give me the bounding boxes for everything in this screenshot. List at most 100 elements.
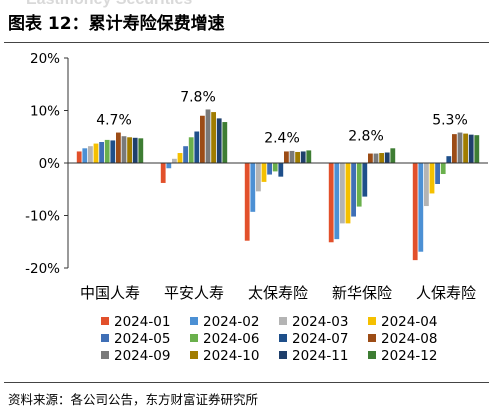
bar	[166, 163, 172, 169]
legend-swatch	[190, 334, 198, 342]
legend-swatch	[101, 334, 109, 342]
bar	[452, 134, 457, 164]
bar	[457, 132, 463, 163]
legend-label: 2024-04	[381, 314, 437, 330]
data-label: 2.4%	[264, 130, 300, 146]
legend-label: 2024-08	[381, 331, 437, 347]
bar	[379, 153, 384, 163]
bar	[440, 163, 446, 175]
bar	[289, 150, 295, 163]
bar	[474, 135, 480, 163]
bar	[110, 140, 116, 163]
x-tick-label: 太保寿险	[248, 284, 308, 302]
legend-label: 2024-06	[203, 331, 259, 347]
bar	[216, 118, 222, 164]
bar	[261, 163, 267, 182]
bar	[99, 142, 104, 163]
bar	[183, 146, 188, 163]
chart-grid	[64, 57, 69, 269]
bar	[345, 163, 351, 224]
page-title: 图表 12：累计寿险保费增速	[8, 14, 225, 34]
bar	[446, 156, 452, 163]
bar	[116, 132, 121, 163]
bar	[468, 134, 474, 163]
y-tick-label: 0%	[39, 156, 61, 172]
bar	[340, 163, 345, 224]
bar	[82, 148, 88, 163]
source-note: 资料来源：各公司公告，东方财富证券研究所	[8, 392, 259, 407]
bar	[356, 163, 362, 207]
legend-swatch	[101, 351, 109, 359]
legend-label: 2024-05	[114, 331, 170, 347]
bar	[362, 163, 368, 197]
bar	[463, 133, 468, 163]
bar	[373, 153, 379, 163]
legend-swatch	[101, 317, 109, 325]
x-axis-labels: 中国人寿 平安人寿 太保寿险 新华保险 人保寿险	[80, 284, 476, 302]
bar	[200, 115, 205, 163]
bar	[351, 163, 356, 217]
y-tick-label: 20%	[30, 51, 60, 67]
bar	[368, 153, 373, 163]
legend-swatch	[368, 317, 376, 325]
legend-label: 2024-12	[381, 348, 437, 364]
bar	[244, 163, 250, 241]
bar	[76, 151, 82, 163]
bar	[390, 148, 396, 163]
bar	[104, 139, 110, 163]
legend-label: 2024-11	[292, 348, 348, 364]
bar	[418, 163, 424, 252]
bar	[177, 153, 183, 163]
x-tick-label: 平安人寿	[164, 284, 224, 302]
bar	[194, 131, 200, 163]
x-tick-label: 中国人寿	[80, 284, 140, 302]
bar	[384, 152, 390, 163]
growth-bar-chart: 20% 10% 0% -10% -20% 中国人寿 平安人寿 太保寿险 新华保险 人保寿险 4.…	[25, 51, 488, 364]
bar	[160, 163, 166, 183]
bar	[334, 163, 340, 240]
x-tick-label: 新华保险	[332, 284, 392, 302]
bar	[328, 163, 334, 243]
bar	[284, 151, 289, 163]
data-label: 7.8%	[180, 89, 216, 105]
bar	[205, 109, 211, 163]
bar	[278, 163, 284, 177]
bar	[272, 163, 278, 172]
x-tick-label: 人保寿险	[416, 284, 476, 302]
legend-swatch	[368, 351, 376, 359]
y-tick-label: 10%	[30, 104, 60, 120]
bar	[256, 163, 261, 192]
legend-label: 2024-01	[114, 314, 170, 330]
legend-swatch	[279, 317, 287, 325]
bar	[424, 163, 429, 207]
bar	[412, 163, 418, 261]
data-annotations: 4.7% 7.8% 2.4% 2.8% 5.3%	[96, 89, 468, 146]
title-divider	[4, 42, 489, 43]
bar	[127, 137, 132, 163]
legend-swatch	[190, 351, 198, 359]
bar	[222, 122, 228, 163]
bar	[429, 163, 435, 194]
y-tick-label: -20%	[25, 261, 60, 277]
bar	[121, 136, 127, 163]
legend-label: 2024-02	[203, 314, 259, 330]
bar	[172, 158, 177, 163]
watermark: Eastmoney Securities	[26, 0, 192, 9]
bar	[250, 163, 256, 212]
data-label: 5.3%	[432, 113, 468, 129]
legend-swatch	[279, 351, 287, 359]
legend-swatch	[190, 317, 198, 325]
bar-series-group	[68, 109, 488, 261]
bar	[188, 137, 194, 163]
legend-swatch	[279, 334, 287, 342]
bar	[267, 163, 272, 175]
y-axis: 20% 10% 0% -10% -20%	[25, 51, 60, 277]
bar	[211, 112, 216, 163]
bar	[435, 163, 440, 184]
y-tick-label: -10%	[25, 209, 60, 225]
legend-swatch	[368, 334, 376, 342]
legend-label: 2024-09	[114, 348, 170, 364]
data-label: 4.7%	[96, 113, 132, 129]
bar	[132, 137, 138, 163]
